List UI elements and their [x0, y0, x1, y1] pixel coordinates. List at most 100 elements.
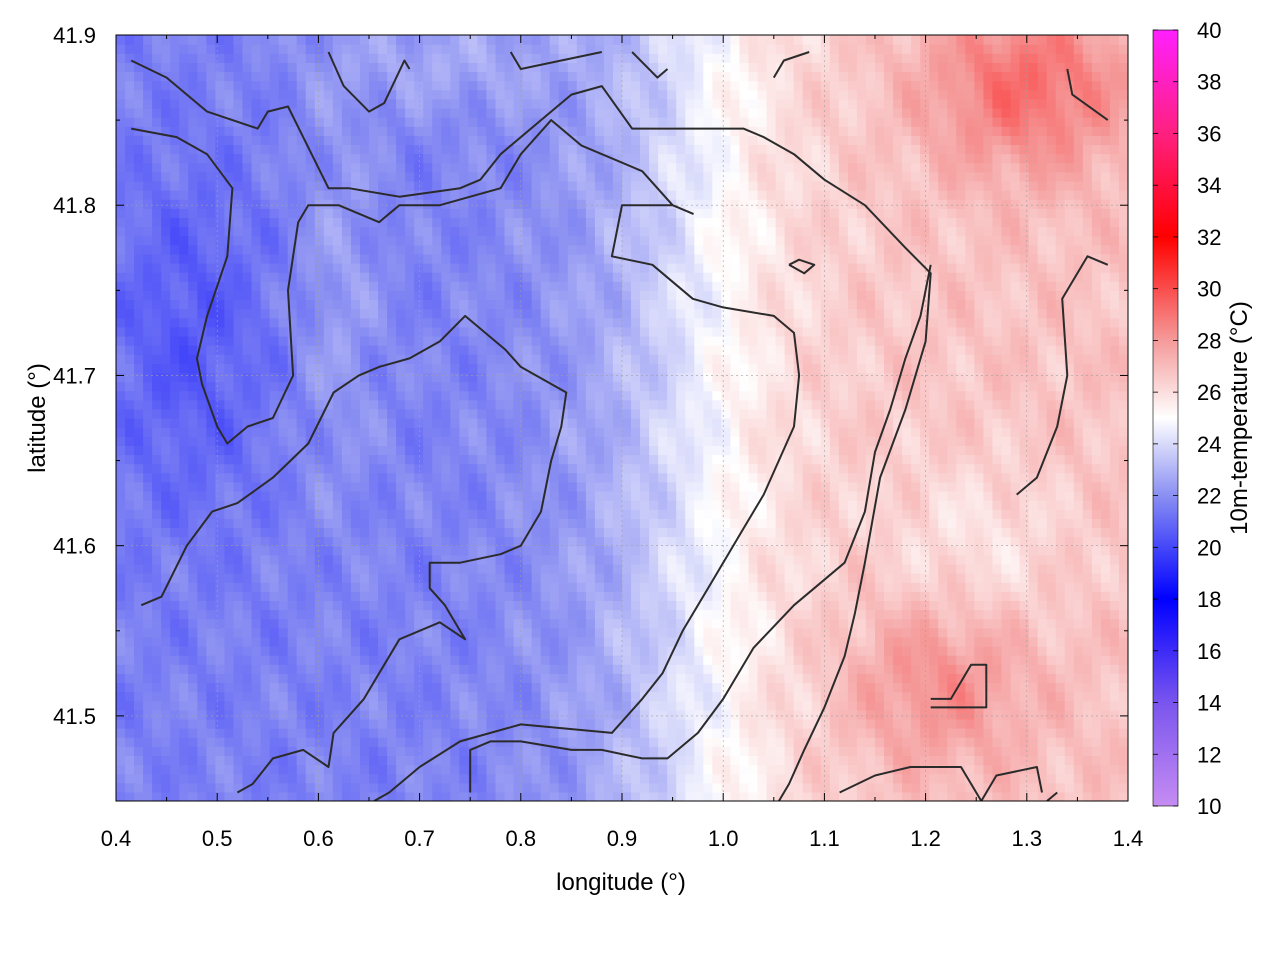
heat-cell	[459, 700, 469, 711]
heat-cell	[296, 791, 307, 801]
heat-cell	[558, 35, 569, 45]
heat-cell	[287, 782, 298, 793]
heat-cell	[369, 645, 379, 656]
heat-cell	[116, 509, 126, 519]
heat-cell	[251, 700, 262, 711]
heat-cell	[242, 372, 253, 383]
heat-cell	[477, 262, 488, 273]
heat-cell	[305, 126, 316, 136]
heat-cell	[350, 326, 361, 337]
heat-cell	[152, 709, 162, 720]
heat-cell	[125, 636, 135, 647]
heat-cell	[197, 180, 207, 191]
heat-cell	[567, 600, 578, 611]
heat-cell	[314, 609, 325, 620]
heat-cell	[558, 591, 569, 601]
heat-cell	[188, 645, 198, 656]
heat-cell	[251, 107, 262, 118]
heat-cell	[269, 372, 280, 383]
heat-cell	[513, 536, 524, 547]
heat-cell	[531, 153, 542, 164]
heat-cell	[459, 126, 469, 136]
heat-cell	[260, 372, 271, 383]
heat-cell	[414, 636, 424, 647]
heat-cell	[477, 354, 488, 364]
heat-cell	[522, 281, 533, 291]
heat-cell	[233, 573, 244, 583]
heat-cell	[269, 755, 280, 766]
heat-cell	[269, 308, 280, 319]
heat-cell	[567, 627, 578, 638]
heat-cell	[188, 281, 198, 291]
heat-cell	[450, 718, 460, 729]
heat-cell	[378, 709, 388, 720]
heat-cell	[378, 272, 388, 282]
heat-cell	[323, 445, 334, 456]
heat-cell	[459, 636, 469, 647]
heat-cell	[414, 554, 424, 565]
heat-cell	[369, 472, 379, 483]
heat-cell	[323, 481, 334, 492]
heat-cell	[260, 454, 271, 465]
heat-cell	[486, 126, 497, 136]
heat-cell	[206, 573, 216, 583]
heat-cell	[251, 481, 262, 492]
heat-cell	[359, 272, 370, 282]
heat-cell	[622, 372, 632, 383]
heat-cell	[531, 682, 542, 693]
heat-cell	[188, 609, 198, 620]
heat-cell	[152, 235, 162, 246]
heat-cell	[287, 673, 298, 684]
heat-cell	[170, 180, 180, 191]
heat-cell	[161, 226, 171, 237]
heat-cell	[585, 746, 596, 757]
heat-cell	[594, 582, 605, 592]
heat-cell	[567, 226, 578, 237]
heat-cell	[631, 217, 641, 228]
heat-cell	[369, 335, 379, 346]
heat-cell	[197, 372, 207, 383]
heat-cell	[495, 190, 506, 200]
heat-cell	[143, 518, 153, 529]
heat-cell	[134, 180, 144, 191]
heat-cell	[323, 782, 334, 793]
heat-cell	[513, 89, 524, 100]
heat-cell	[486, 481, 497, 492]
heat-cell	[242, 545, 253, 556]
heat-cell	[540, 272, 551, 282]
heat-cell	[396, 618, 406, 629]
heat-cell	[378, 326, 388, 337]
heat-cell	[441, 755, 451, 766]
heat-cell	[432, 53, 442, 63]
heat-cell	[242, 655, 253, 665]
heat-cell	[134, 226, 144, 237]
heat-cell	[631, 691, 641, 702]
heat-cell	[622, 53, 632, 63]
heat-cell	[631, 728, 641, 738]
heat-cell	[116, 226, 126, 237]
heat-cell	[251, 126, 262, 136]
heat-cell	[242, 600, 253, 611]
heat-cell	[504, 235, 515, 246]
heat-cell	[513, 728, 524, 738]
heat-cell	[378, 682, 388, 693]
heat-cell	[215, 71, 226, 82]
heat-cell	[359, 746, 370, 757]
heat-cell	[640, 190, 650, 200]
heat-cell	[549, 609, 560, 620]
heat-cell	[558, 62, 569, 73]
heat-cell	[125, 62, 135, 73]
heat-cell	[594, 764, 605, 775]
heat-cell	[296, 80, 307, 91]
heat-cell	[116, 390, 126, 401]
heat-cell	[387, 445, 397, 456]
heat-cell	[161, 463, 171, 474]
heat-cell	[441, 582, 451, 592]
heat-cell	[423, 636, 433, 647]
heat-cell	[405, 89, 415, 100]
heat-cell	[296, 481, 307, 492]
heat-cell	[540, 490, 551, 501]
heat-cell	[513, 226, 524, 237]
heat-cell	[486, 436, 497, 446]
heat-cell	[405, 454, 415, 465]
